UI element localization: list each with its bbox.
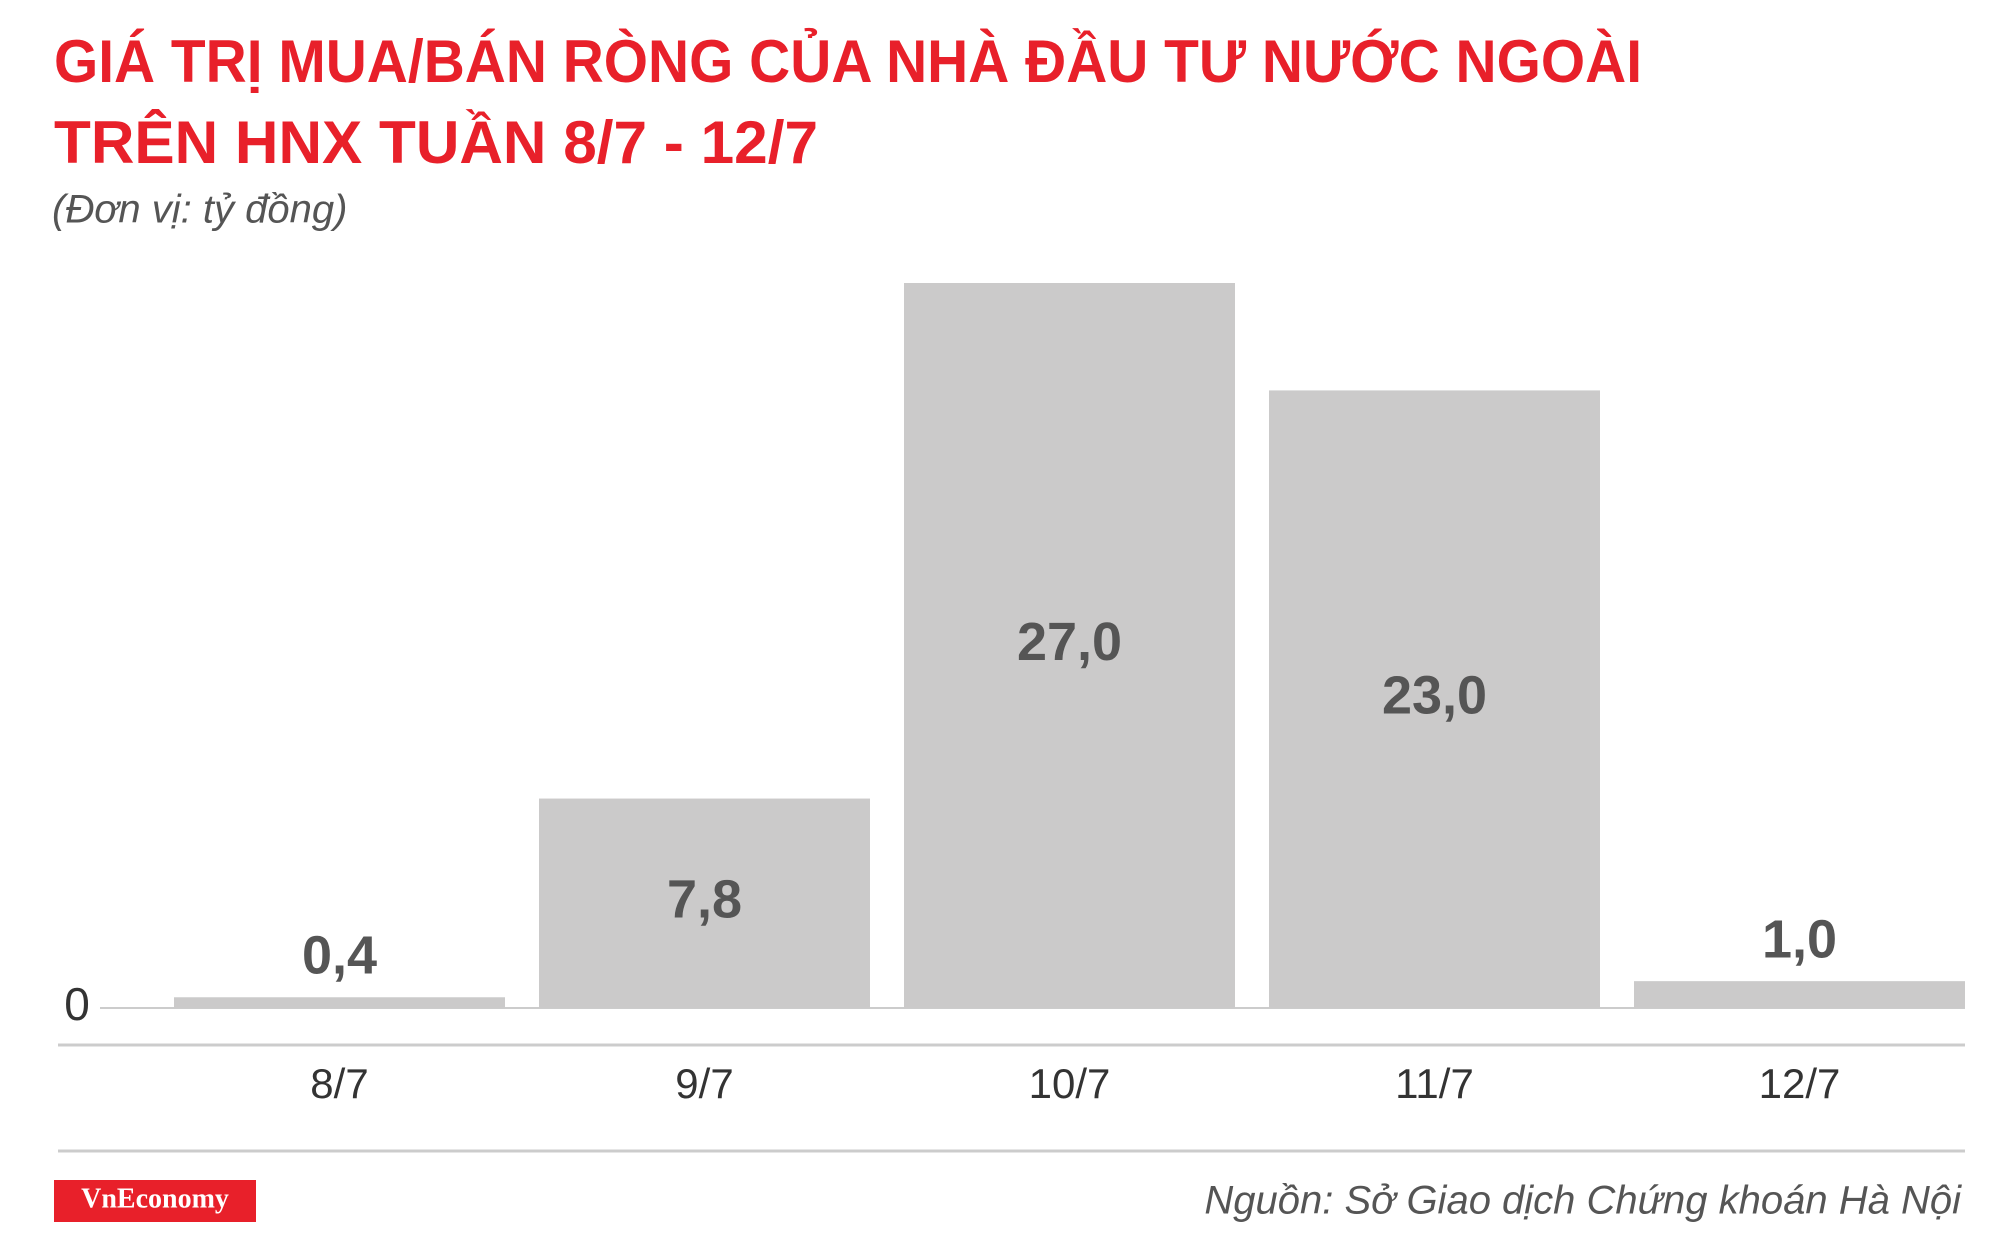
- value-label: 7,8: [667, 870, 742, 930]
- x-tick-label: 10/7: [1029, 1060, 1111, 1107]
- y-tick-label: 0: [64, 978, 90, 1030]
- bar: [1269, 390, 1600, 1008]
- brand-box: [54, 1180, 256, 1222]
- chart-title: GIÁ TRỊ MUA/BÁN RÒNG CỦA NHÀ ĐẦU TƯ NƯỚC…: [54, 28, 1642, 95]
- x-tick-label: 8/7: [310, 1060, 368, 1107]
- chart-subtitle: (Đơn vị: tỷ đồng): [52, 188, 347, 232]
- x-tick-label: 12/7: [1759, 1060, 1841, 1107]
- x-tick-label: 11/7: [1395, 1060, 1474, 1107]
- bar: [1634, 981, 1965, 1008]
- value-label: 0,4: [302, 926, 377, 986]
- source: Nguồn: Sở Giao dịch Chứng khoán Hà Nội: [1204, 1179, 1962, 1223]
- x-tick-label: 9/7: [675, 1060, 733, 1107]
- value-label: 23,0: [1382, 665, 1487, 725]
- brand: VnEconomy: [81, 1183, 229, 1214]
- chart-title: TRÊN HNX TUẦN 8/7 - 12/7: [54, 109, 818, 176]
- bar: [539, 798, 870, 1008]
- bar: [904, 283, 1235, 1008]
- value-label: 1,0: [1762, 909, 1837, 969]
- value-label: 27,0: [1017, 612, 1122, 672]
- bar: [174, 997, 505, 1008]
